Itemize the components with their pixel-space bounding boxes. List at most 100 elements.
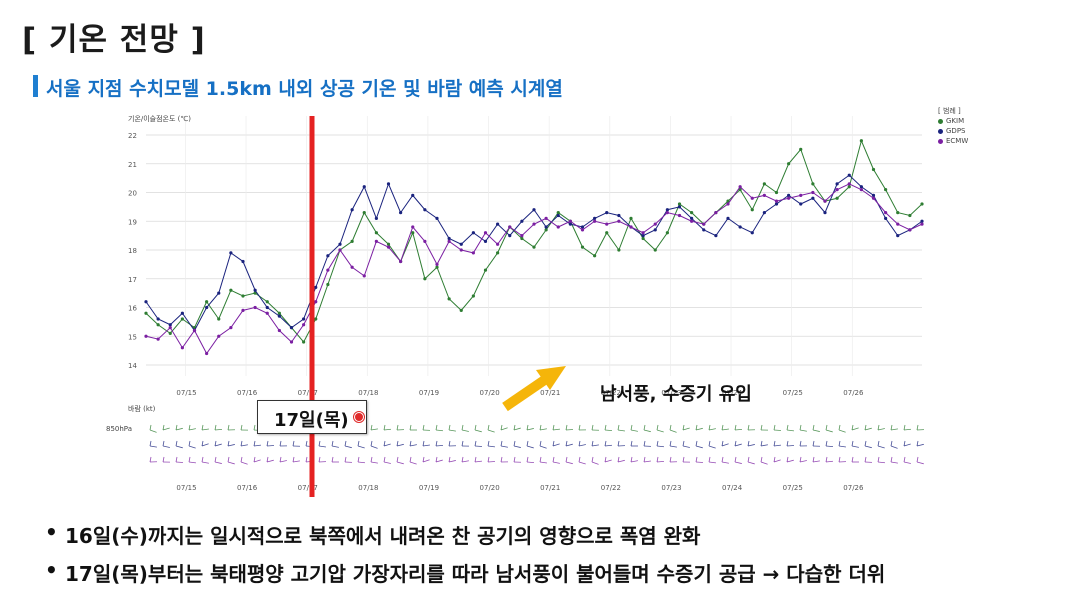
- wind-barb-tick: [799, 424, 802, 431]
- wind-barb: [448, 429, 456, 432]
- data-point-gdps: [447, 236, 451, 241]
- wind-barb: [669, 445, 677, 448]
- wind-barb-tick: [435, 424, 438, 431]
- data-point-gdps: [762, 211, 766, 215]
- data-point-ecmw: [386, 245, 391, 249]
- data-point-gdps: [641, 234, 645, 238]
- wind-barb: [773, 459, 781, 463]
- wind-barb: [175, 427, 183, 431]
- wind-barb-tick: [409, 456, 412, 463]
- wind-barb-tick: [448, 440, 451, 447]
- wind-barb-tick: [669, 424, 672, 431]
- data-point-gdps: [799, 202, 803, 206]
- wind-barb: [409, 444, 417, 447]
- data-point-gkim: [471, 294, 475, 298]
- wind-barb: [240, 444, 248, 447]
- wind-barb: [799, 460, 807, 463]
- wind-barb: [149, 445, 157, 448]
- wind-barb-tick: [513, 424, 516, 431]
- wind-barb-tick: [461, 440, 464, 447]
- wind-barb: [383, 428, 392, 431]
- data-point-ecmw: [835, 188, 839, 192]
- wind-barb: [214, 428, 223, 431]
- wind-barb-tick: [747, 456, 750, 463]
- wind-barb: [604, 459, 612, 463]
- wind-barb: [539, 428, 547, 431]
- legend-item-gkim: GKIM: [938, 116, 968, 126]
- wind-barb-tick: [526, 440, 529, 447]
- data-point-ecmw: [823, 199, 827, 203]
- legend-item-gdps: GDPS: [938, 126, 968, 136]
- wind-barb: [682, 427, 690, 431]
- data-point-ecmw: [580, 228, 585, 232]
- legend-title: [ 범례 ]: [938, 107, 961, 115]
- wind-barb-tick: [500, 456, 503, 463]
- data-point-ecmw: [156, 337, 160, 341]
- data-point-gkim: [556, 211, 560, 215]
- data-point-ecmw: [411, 225, 415, 229]
- data-point-ecmw: [568, 219, 572, 223]
- wind-barb-tick: [344, 456, 347, 463]
- data-point-gdps: [144, 300, 148, 304]
- data-point-ecmw: [374, 239, 378, 243]
- wind-barb-tick: [604, 456, 607, 463]
- wind-barb: [851, 445, 859, 448]
- legend-item-ecmw: ECMW: [938, 136, 968, 146]
- wind-barb: [877, 461, 886, 464]
- data-point-ecmw: [217, 334, 221, 338]
- data-point-ecmw: [532, 222, 536, 226]
- data-point-gkim: [156, 323, 160, 327]
- data-point-gdps: [738, 225, 742, 229]
- wind-barb: [864, 445, 872, 449]
- wind-x-tick-label: 07/23: [661, 484, 681, 492]
- data-point-gkim: [629, 216, 633, 220]
- wind-barb: [201, 461, 209, 464]
- wind-barb-tick: [630, 456, 633, 463]
- wind-barb-tick: [851, 424, 854, 431]
- wind-barb: [461, 429, 469, 432]
- wind-barb-tick: [357, 456, 360, 463]
- wind-barb-tick: [695, 456, 698, 463]
- data-point-gdps: [277, 314, 281, 318]
- wind-barb-tick: [292, 440, 295, 447]
- wind-barb: [422, 459, 430, 463]
- wind-barb-tick: [851, 440, 854, 447]
- wind-barb-tick: [474, 424, 477, 431]
- wind-barb-tick: [149, 440, 152, 447]
- wind-barb: [734, 461, 742, 464]
- wind-barb-tick: [656, 424, 659, 431]
- wind-barb: [526, 428, 534, 431]
- data-point-ecmw: [483, 231, 488, 235]
- wind-barb-tick: [760, 456, 763, 463]
- data-point-gkim: [738, 188, 742, 192]
- wind-barb-tick: [175, 440, 178, 447]
- wind-barb-tick: [812, 424, 815, 431]
- data-point-gdps: [399, 211, 403, 215]
- data-point-gdps: [253, 288, 257, 292]
- wind-barb-tick: [409, 424, 412, 431]
- wind-barb-tick: [695, 440, 698, 447]
- wind-barb-tick: [383, 456, 386, 463]
- summary-bullets: • 16일(수)까지는 일시적으로 북쪽에서 내려온 찬 공기의 영향으로 폭염 …: [45, 520, 885, 596]
- wind-barb-tick: [487, 456, 490, 463]
- wind-barb-tick: [513, 456, 516, 463]
- wind-barb-tick: [396, 440, 399, 447]
- x-tick-label: 07/17: [298, 389, 318, 397]
- data-point-ecmw: [774, 199, 779, 203]
- data-point-ecmw: [653, 222, 657, 226]
- data-point-gdps: [362, 185, 366, 189]
- wind-barb-tick: [396, 456, 399, 463]
- wind-barb-tick: [175, 424, 178, 431]
- wind-barb-tick: [630, 440, 633, 447]
- x-tick-label: 07/23: [661, 389, 681, 397]
- y-tick-label: 16: [128, 305, 137, 313]
- wind-barb: [864, 427, 872, 431]
- wind-barb-tick: [448, 456, 451, 463]
- wind-barb: [786, 429, 794, 432]
- wind-barb-tick: [877, 424, 880, 431]
- wind-barb: [773, 444, 781, 447]
- wind-barb: [227, 444, 235, 447]
- data-point-gkim: [496, 251, 500, 255]
- wind-x-tick-label: 07/17: [298, 484, 318, 492]
- wind-barb-tick: [552, 424, 555, 431]
